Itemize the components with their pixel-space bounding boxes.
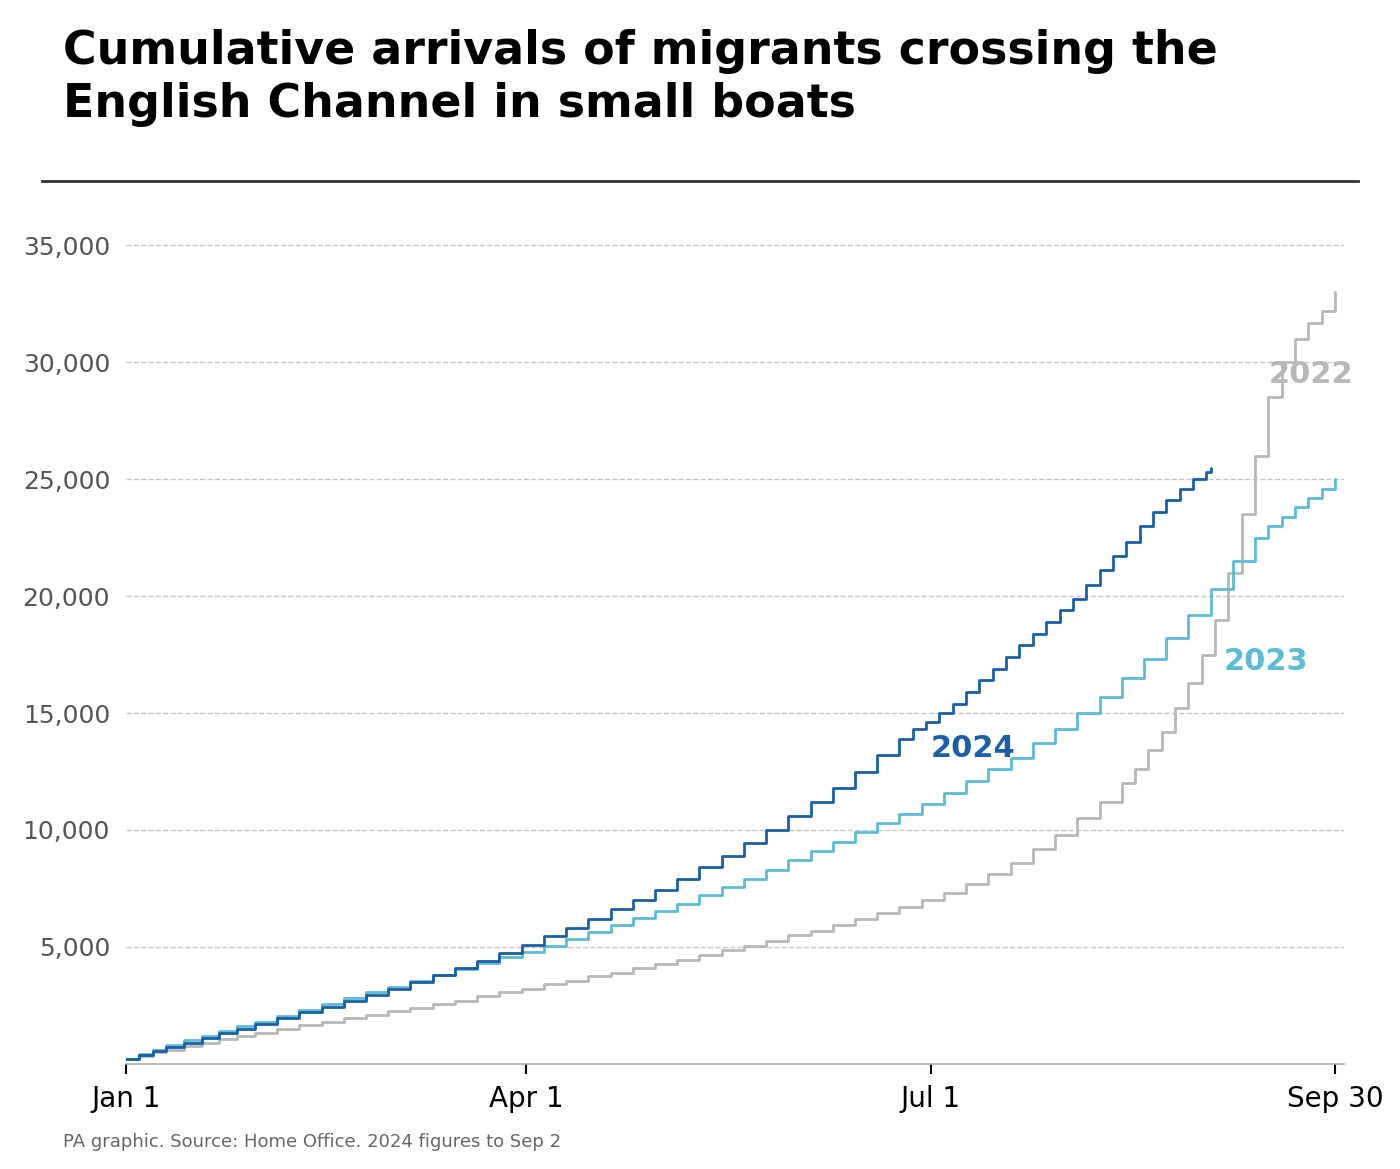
Text: PA graphic. Source: Home Office. 2024 figures to Sep 2: PA graphic. Source: Home Office. 2024 fi… (63, 1134, 561, 1151)
Text: 2022: 2022 (1268, 360, 1352, 388)
Text: 2024: 2024 (931, 734, 1015, 762)
Text: Cumulative arrivals of migrants crossing the: Cumulative arrivals of migrants crossing… (63, 29, 1218, 74)
Text: 2023: 2023 (1224, 648, 1309, 676)
Text: English Channel in small boats: English Channel in small boats (63, 82, 855, 126)
